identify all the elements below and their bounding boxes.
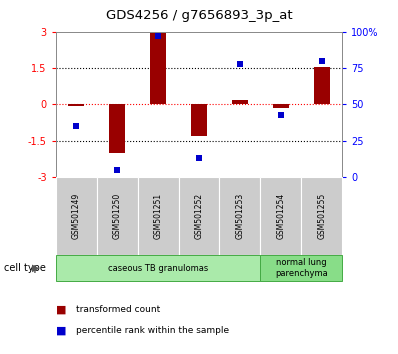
Text: GSM501252: GSM501252	[195, 193, 203, 239]
Text: GSM501251: GSM501251	[154, 193, 162, 239]
Text: ▶: ▶	[32, 263, 39, 273]
Text: GSM501253: GSM501253	[236, 193, 244, 239]
Bar	[191, 104, 207, 136]
Text: caseous TB granulomas: caseous TB granulomas	[108, 264, 208, 273]
Bar	[109, 104, 125, 153]
Text: normal lung
parenchyma: normal lung parenchyma	[275, 258, 328, 278]
Text: GSM501254: GSM501254	[276, 193, 285, 239]
Text: ■: ■	[56, 305, 66, 315]
Text: transformed count: transformed count	[76, 305, 160, 314]
Text: GSM501255: GSM501255	[317, 193, 326, 239]
Text: GSM501250: GSM501250	[113, 193, 122, 239]
Text: percentile rank within the sample: percentile rank within the sample	[76, 326, 229, 336]
Text: GDS4256 / g7656893_3p_at: GDS4256 / g7656893_3p_at	[106, 9, 292, 22]
Bar	[68, 104, 84, 105]
Bar	[314, 67, 330, 104]
Text: GSM501249: GSM501249	[72, 193, 81, 239]
Bar	[232, 99, 248, 104]
Bar	[273, 104, 289, 108]
Text: ■: ■	[56, 326, 66, 336]
Text: cell type: cell type	[4, 263, 46, 273]
Bar	[150, 33, 166, 104]
